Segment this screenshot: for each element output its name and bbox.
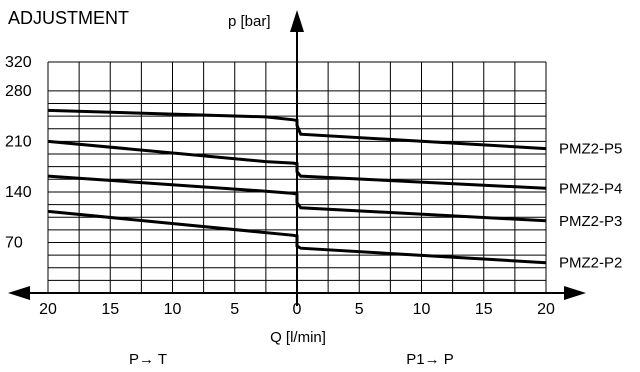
series-label: PMZ2-P4 — [559, 180, 622, 197]
x-tick-label-right: 15 — [475, 301, 493, 318]
x-tick-label-left: 5 — [230, 301, 239, 318]
y-tick-label: 70 — [5, 234, 23, 251]
curves — [47, 108, 547, 265]
y-axis-arrow-up — [290, 10, 304, 32]
x-tick-label-right: 5 — [355, 301, 364, 318]
series-line-pmz2-p2 — [47, 209, 547, 265]
x-tick-label-left: 0 — [293, 301, 302, 318]
flow-direction-right: P1→ P — [406, 351, 454, 368]
x-tick-label-right: 20 — [537, 301, 555, 318]
x-tick-label-left: 20 — [39, 301, 57, 318]
series-label: PMZ2-P3 — [559, 213, 622, 230]
x-axis-arrow-left — [8, 286, 30, 300]
series-line-pmz2-p3 — [47, 174, 547, 223]
series-line-pmz2-p4 — [47, 139, 547, 190]
axes — [8, 10, 586, 306]
y-tick-label: 140 — [5, 184, 32, 201]
x-axis-arrow-right — [564, 286, 586, 300]
x-axis-label: Q [l/min] — [270, 329, 326, 346]
y-tick-label: 320 — [5, 54, 32, 71]
y-tick-label: 280 — [5, 83, 32, 100]
series-label: PMZ2-P5 — [559, 141, 622, 158]
flow-direction-left: P→ T — [129, 351, 167, 368]
tick-labels: 70 140 210 280 320 20 15 10 5 0 5 10 15 20 PMZ2-P5 PMZ2… — [5, 54, 622, 318]
x-tick-label-left: 15 — [101, 301, 119, 318]
series-line-pmz2-p5 — [47, 108, 547, 151]
y-tick-label: 210 — [5, 133, 32, 150]
x-tick-label-right: 10 — [413, 301, 431, 318]
x-tick-label-left: 10 — [164, 301, 182, 318]
series-label: PMZ2-P2 — [559, 255, 622, 272]
y-axis-label: p [bar] — [228, 13, 271, 30]
chart-title: ADJUSTMENT — [8, 8, 129, 28]
